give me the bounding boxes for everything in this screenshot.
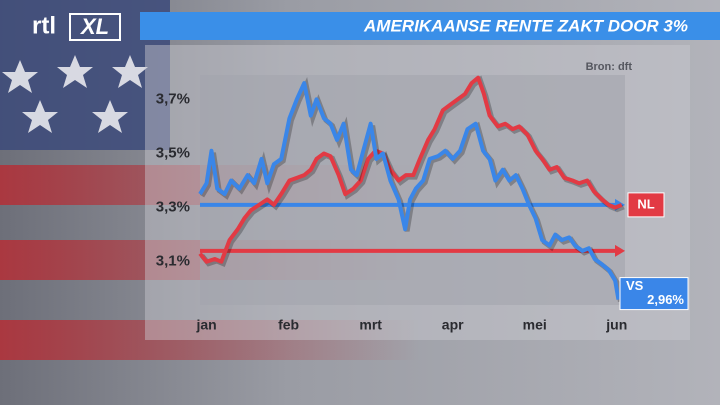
line-shadow bbox=[199, 77, 623, 303]
y-tick-label: 3,7% bbox=[156, 90, 190, 107]
y-tick-label: 3,1% bbox=[156, 253, 190, 270]
x-tick-label: feb bbox=[278, 317, 299, 333]
logo-left: rtl bbox=[32, 12, 56, 39]
x-tick-label: apr bbox=[442, 317, 464, 333]
legend-label: VS bbox=[626, 278, 644, 293]
reference-arrow bbox=[615, 244, 625, 257]
x-tick-label: mei bbox=[523, 317, 547, 333]
logo-box bbox=[69, 13, 121, 41]
source: Bron: dft bbox=[586, 61, 633, 73]
legend-label: NL bbox=[637, 196, 654, 211]
x-tick-label: jun bbox=[605, 317, 627, 333]
y-tick-label: 3,5% bbox=[156, 144, 190, 161]
series-label-box bbox=[627, 192, 665, 218]
x-tick-label: mrt bbox=[359, 317, 382, 333]
value-label: 2,96% bbox=[647, 292, 684, 307]
logo-right: XL bbox=[79, 14, 109, 39]
x-tick-label: jan bbox=[195, 317, 216, 333]
chart-title: AMERIKAANSE RENTE ZAKT DOOR 3% bbox=[363, 16, 688, 35]
series-label-box bbox=[619, 277, 689, 311]
flag-stars bbox=[2, 55, 148, 133]
title-bar bbox=[140, 12, 720, 40]
y-tick-label: 3,3% bbox=[156, 199, 190, 216]
line bbox=[198, 75, 623, 264]
line bbox=[198, 81, 621, 300]
plot-area bbox=[200, 75, 625, 305]
